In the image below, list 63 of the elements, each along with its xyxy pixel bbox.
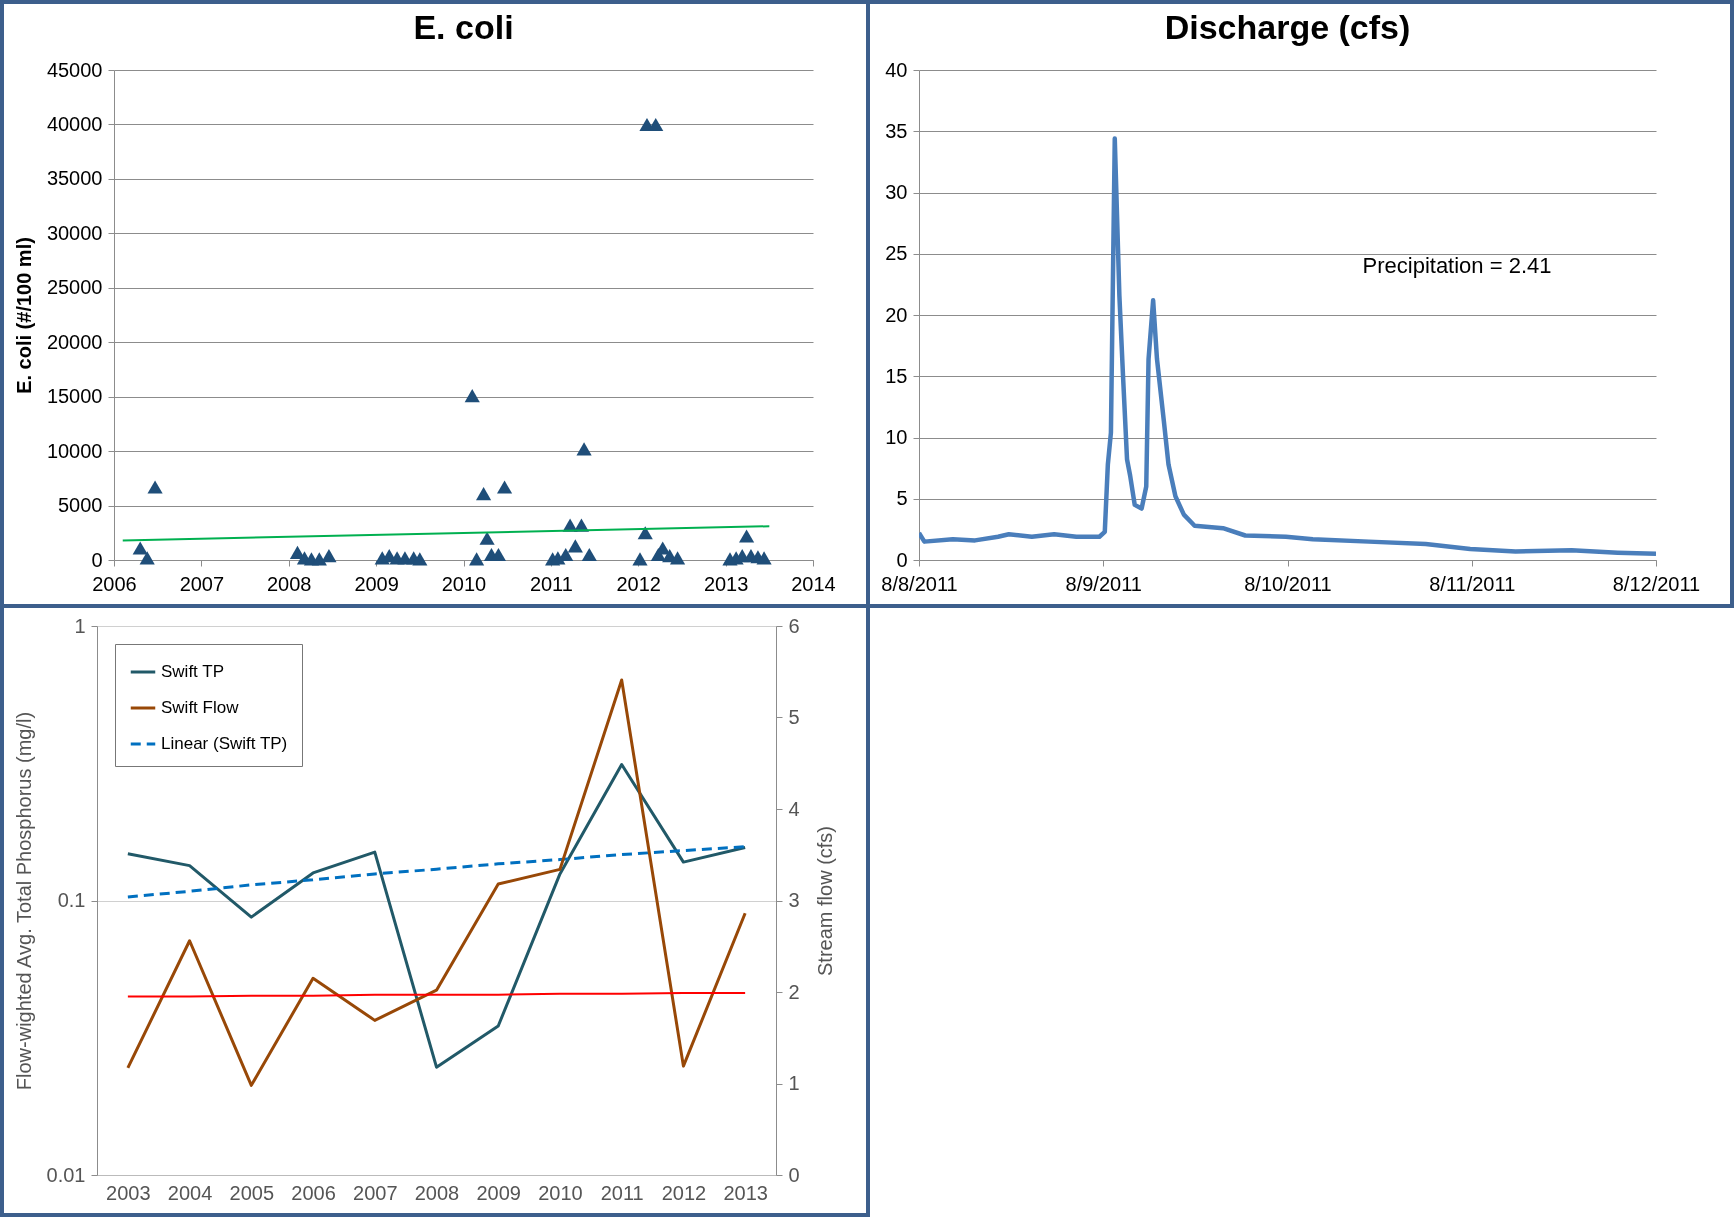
x-tick-label: 2009 (354, 572, 399, 595)
x-tick-label: 2011 (600, 1181, 644, 1204)
y-tick-label: 35000 (46, 167, 103, 190)
x-tick-label: 2009 (476, 1181, 521, 1204)
y-tick-label: 45000 (46, 58, 103, 81)
y-axis-title: E. coli (#/100 ml) (12, 237, 35, 394)
y-tick-label: 0 (91, 548, 103, 571)
x-tick-label: 8/10/2011 (1244, 572, 1332, 595)
x-tick-label: 2012 (661, 1181, 707, 1204)
x-tick-label: 2014 (791, 572, 836, 595)
x-tick-label: 2008 (267, 572, 312, 595)
y2-tick-label: 5 (788, 706, 800, 728)
y-axis-title: Flow-wighted Avg. Total Phosphorus (mg/l) (12, 711, 35, 1091)
y-tick-label: 25000 (46, 276, 103, 299)
y2-tick-label: 6 (788, 614, 800, 637)
y-tick-label: 1 (74, 614, 86, 637)
chart-title: E. coli (413, 8, 514, 46)
y2-tick-label: 4 (788, 797, 800, 820)
y-tick-label: 0.01 (46, 1163, 86, 1186)
y-tick-label: 40 (885, 58, 908, 81)
legend-label: Swift TP (161, 662, 224, 681)
y-tick-label: 30000 (46, 221, 103, 244)
x-tick-label: 2003 (106, 1181, 151, 1204)
x-tick-label: 2008 (414, 1181, 460, 1204)
annotation: Precipitation = 2.41 (1362, 253, 1552, 278)
x-tick-label: 2010 (538, 1181, 583, 1204)
x-tick-label: 2013 (703, 572, 749, 595)
y2-tick-label: 0 (788, 1163, 800, 1186)
x-tick-label: 8/12/2011 (1612, 572, 1701, 595)
y-tick-label: 0 (896, 548, 908, 571)
y-tick-label: 35 (885, 119, 908, 142)
x-tick-label: 2011 (529, 572, 573, 595)
x-tick-label: 2005 (229, 1181, 275, 1204)
x-tick-label: 2010 (441, 572, 487, 595)
x-tick-label: 2006 (291, 1181, 336, 1204)
x-tick-label: 2007 (353, 1181, 398, 1204)
y-tick-label: 25 (885, 242, 908, 265)
y-tick-label: 10 (885, 426, 908, 448)
y2-tick-label: 2 (788, 980, 800, 1003)
x-tick-label: 2013 (723, 1181, 768, 1204)
y-tick-label: 0.1 (57, 889, 86, 911)
y2-tick-label: 3 (788, 889, 800, 911)
y-tick-label: 5000 (58, 494, 103, 517)
x-tick-label: 2007 (179, 572, 225, 595)
legend-label: Linear (Swift TP) (161, 734, 288, 753)
chart-title: Discharge (cfs) (1164, 8, 1411, 46)
y-tick-label: 5 (896, 487, 908, 510)
y-tick-label: 15000 (46, 385, 103, 408)
x-tick-label: 2012 (616, 572, 661, 595)
y2-tick-label: 1 (788, 1072, 800, 1094)
legend-label: Swift Flow (161, 698, 240, 717)
y-tick-label: 20 (885, 303, 908, 326)
y-tick-label: 40000 (46, 112, 103, 135)
x-tick-label: 2006 (92, 572, 137, 595)
x-tick-label: 8/8/2011 (881, 572, 958, 595)
x-tick-label: 2004 (167, 1181, 213, 1204)
y-tick-label: 10000 (46, 439, 103, 462)
x-tick-label: 8/11/2011 (1429, 572, 1516, 595)
y-tick-label: 15 (885, 364, 908, 387)
y2-axis-title: Stream flow (cfs) (813, 825, 836, 977)
y-tick-label: 30 (885, 181, 908, 203)
y-tick-label: 20000 (46, 330, 103, 353)
x-tick-label: 8/9/2011 (1065, 572, 1142, 595)
